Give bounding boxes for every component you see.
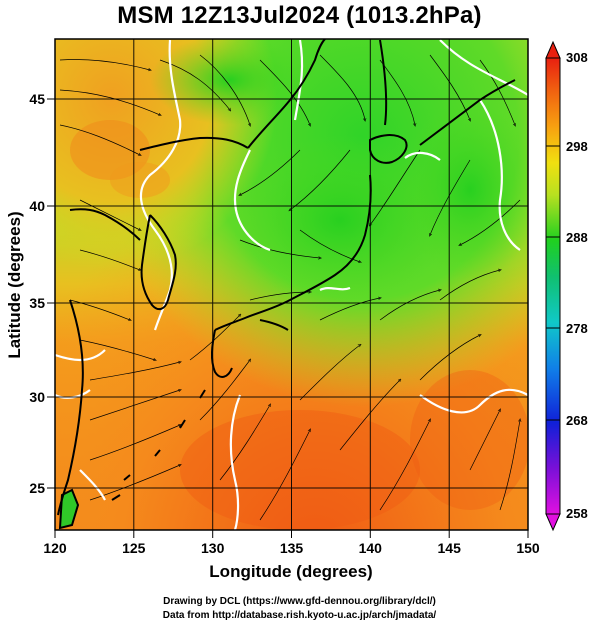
ytick-label: 25 — [29, 480, 45, 496]
colorbar-tick: 308 — [566, 50, 588, 65]
ytick-label: 40 — [29, 198, 45, 214]
colorbar-max-triangle — [545, 40, 561, 59]
map-title: MSM 12Z13Jul2024 (1013.2hPa) — [117, 2, 482, 29]
x-axis-title: Longitude (degrees) — [209, 562, 372, 581]
colorbar-min-triangle — [545, 513, 561, 532]
xtick-label: 135 — [280, 540, 304, 556]
xtick-label: 140 — [359, 540, 383, 556]
xtick-label: 125 — [122, 540, 146, 556]
colorbar: 308 298 288 278 268 258 — [545, 40, 588, 532]
ytick-label: 35 — [29, 295, 45, 311]
y-axis-title: Latitude (degrees) — [5, 211, 24, 358]
wind-streamlines — [59, 54, 520, 521]
footer-credit-data: Data from http://database.rish.kyoto-u.a… — [162, 610, 437, 621]
colorbar-tick: 298 — [566, 139, 588, 154]
xtick-label: 130 — [201, 540, 225, 556]
footer-credit-drawing: Drawing by DCL (https://www.gfd-dennou.o… — [163, 596, 436, 607]
axis-ticks — [47, 98, 529, 538]
ytick-label: 45 — [29, 91, 45, 107]
colorbar-tick: 268 — [566, 413, 588, 428]
xtick-label: 145 — [438, 540, 462, 556]
xtick-label: 150 — [516, 540, 540, 556]
ytick-label: 30 — [29, 389, 45, 405]
colorbar-tick: 278 — [566, 321, 588, 336]
colorbar-tick: 258 — [566, 506, 588, 521]
xtick-label: 120 — [43, 540, 67, 556]
colorbar-tick: 288 — [566, 230, 588, 245]
map-grid — [55, 39, 528, 530]
